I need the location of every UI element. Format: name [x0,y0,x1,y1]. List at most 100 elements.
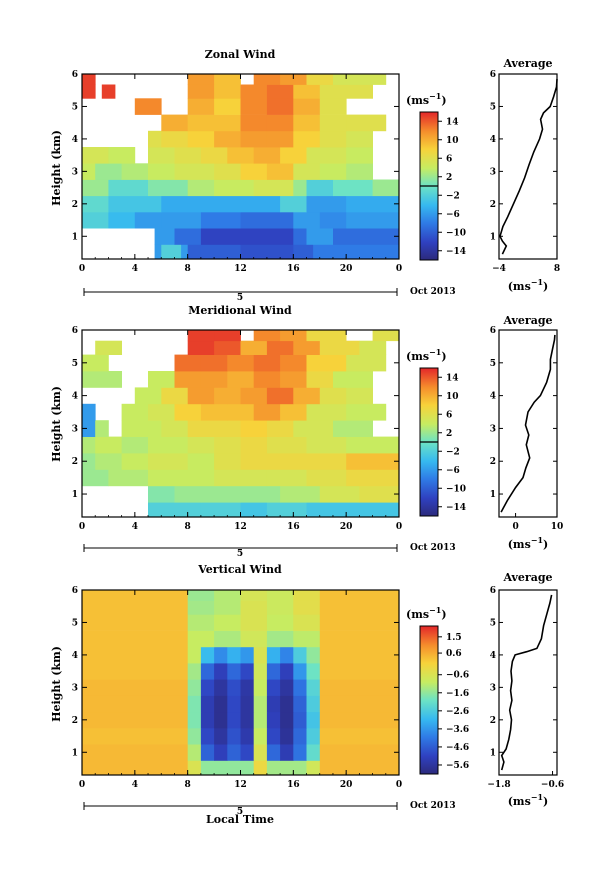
heatmap-cell [266,469,307,487]
heatmap-cell [280,354,307,372]
heatmap-cell [253,147,281,164]
heatmap-cell [161,130,189,148]
x-tick-label: 4 [132,264,138,274]
heatmap-cell [319,114,347,132]
heatmap-cell [293,130,321,148]
heatmap-cell [187,695,202,713]
panel-title: Zonal Wind [205,48,276,61]
colorbar-unit: (ms−1) [406,91,447,107]
heatmap-cell [187,195,241,213]
avg-x-tick-label: −4 [492,264,506,274]
heatmap-cell [200,354,228,372]
heatmap-vertical [82,590,399,775]
heatmap-cell [240,614,268,631]
heatmap-cell [187,436,215,454]
avg-x-tick-label: 0 [512,522,518,532]
heatmap-cell [187,760,202,775]
heatmap-cell [306,469,347,487]
heatmap-cell [200,695,215,713]
heatmap-cell [214,646,228,664]
heatmap-cell [108,179,149,197]
avg-y-tick-label: 6 [490,70,496,80]
heatmap-cell [293,590,321,601]
heatmap-cell [240,211,294,229]
heatmap-cell [293,679,307,696]
heatmap-cell [154,228,175,245]
colorbar-tick-label: −2 [446,447,460,457]
heatmap-cell [154,244,162,259]
heatmap-cell [266,711,281,729]
heatmap-cell [306,228,334,245]
heatmap-cell [306,679,321,696]
heatmap-cell [280,695,294,713]
x-tick-label: 20 [340,522,353,532]
y-axis-label: Height (km) [50,646,63,722]
heatmap-cell [240,228,294,245]
heatmap-cell [227,403,255,421]
heatmap-cell [359,502,399,517]
avg-y-tick-label: 6 [490,326,496,336]
heatmap-cell [227,695,241,713]
heatmap-cell [82,600,189,615]
heatmap-cell [306,179,334,197]
heatmap-cell [240,387,268,405]
avg-y-tick-label: 2 [490,457,496,467]
heatmap-cell [187,84,215,99]
heatmap-cell [174,469,215,487]
heatmap-cell [293,711,307,729]
heatmap-cell [372,330,399,342]
heatmap-cell [253,760,268,775]
y-tick-label: 6 [72,586,78,596]
day-marker: 5 [237,807,243,817]
y-tick-label: 4 [72,651,78,661]
heatmap-cell [280,663,294,680]
heatmap-cell [227,711,241,729]
heatmap-cell [214,727,228,745]
average-line [500,334,556,513]
heatmap-cell [280,403,307,421]
colorbar-tick-label: 2 [446,429,452,439]
heatmap-cell [319,727,399,745]
heatmap-cell [346,387,373,405]
date-label: Oct 2013 [410,543,456,553]
heatmap-cell [148,453,188,470]
colorbar-tick-label: 10 [446,392,459,402]
heatmap-cell [82,646,189,664]
average-frame [498,589,558,776]
heatmap-cell [240,600,268,615]
average-profile: 1 2 3 4 5 6 −1.8 −0.6 [487,586,564,790]
heatmap-cell [306,744,321,761]
colorbar-tick-label: 1.5 [446,633,462,643]
heatmap-cell [82,744,189,761]
avg-y-tick-label: 6 [490,586,496,596]
heatmap-cell [280,679,294,696]
heatmap-cell [240,340,268,355]
heatmap-cell [82,147,109,164]
heatmap-cell [214,695,228,713]
heatmap-cell [214,163,241,180]
heatmap-cell [266,163,294,180]
avg-x-tick-label: −1.8 [487,780,510,790]
heatmap-cell [333,228,399,245]
colorbar-tick-label: −5.6 [446,761,469,771]
x-tick-label: 0 [79,780,85,790]
heatmap-cell [253,663,268,680]
heatmap-cell [82,695,189,713]
heatmap-cell [214,711,228,729]
heatmap-cell [227,727,241,745]
heatmap-cell [200,727,215,745]
heatmap-cell [148,403,175,421]
heatmap-cell [187,600,215,615]
heatmap-cell [293,614,321,631]
heatmap-cell [306,646,321,664]
heatmap-cell [293,163,321,180]
x-tick-label: 12 [234,522,247,532]
heatmap-cell [214,130,241,148]
heatmap-cell [161,211,202,229]
avg-y-tick-label: 4 [490,651,496,661]
heatmap-cell [187,420,215,437]
avg-y-tick-label: 4 [490,392,496,402]
heatmap-cell [227,663,241,680]
